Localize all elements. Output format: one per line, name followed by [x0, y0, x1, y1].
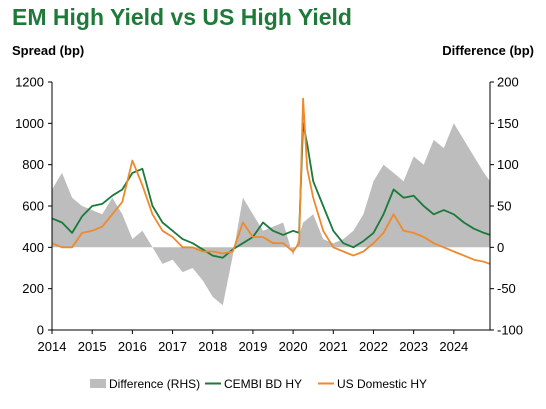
right-axis-label: Difference (bp) — [442, 43, 534, 58]
series-area-difference — [52, 123, 490, 306]
right-tick-label: -100 — [497, 323, 523, 338]
left-tick-label: 400 — [22, 240, 44, 255]
x-tick-label: 2020 — [279, 339, 308, 354]
chart-title: EM High Yield vs US High Yield — [12, 4, 352, 30]
x-tick-label: 2023 — [399, 339, 428, 354]
x-tick-label: 2014 — [38, 339, 67, 354]
left-tick-label: 1000 — [15, 116, 44, 131]
left-tick-label: 0 — [37, 323, 44, 338]
x-tick-label: 2022 — [359, 339, 388, 354]
legend-label-0: Difference (RHS) — [109, 377, 200, 391]
right-tick-label: 0 — [497, 240, 504, 255]
left-tick-label: 1200 — [15, 75, 44, 90]
x-tick-label: 2016 — [118, 339, 147, 354]
x-tick-label: 2018 — [198, 339, 227, 354]
legend-label-1: CEMBI BD HY — [224, 377, 302, 391]
x-tick-label: 2015 — [78, 339, 107, 354]
left-tick-label: 200 — [22, 281, 44, 296]
legend-swatch-difference — [90, 379, 106, 388]
series-line-1 — [51, 122, 491, 259]
right-tick-label: 100 — [497, 157, 519, 172]
right-tick-label: 50 — [497, 199, 511, 214]
left-axis-label: Spread (bp) — [12, 43, 85, 58]
series-line-2 — [51, 97, 491, 265]
x-tick-label: 2021 — [319, 339, 348, 354]
x-tick-label: 2019 — [238, 339, 267, 354]
x-tick-label: 2017 — [158, 339, 187, 354]
left-tick-label: 600 — [22, 199, 44, 214]
left-tick-label: 800 — [22, 157, 44, 172]
legend-label-2: US Domestic HY — [337, 377, 427, 391]
right-tick-label: -50 — [497, 281, 516, 296]
right-tick-label: 200 — [497, 75, 519, 90]
x-tick-label: 2024 — [439, 339, 468, 354]
right-tick-label: 150 — [497, 116, 519, 131]
